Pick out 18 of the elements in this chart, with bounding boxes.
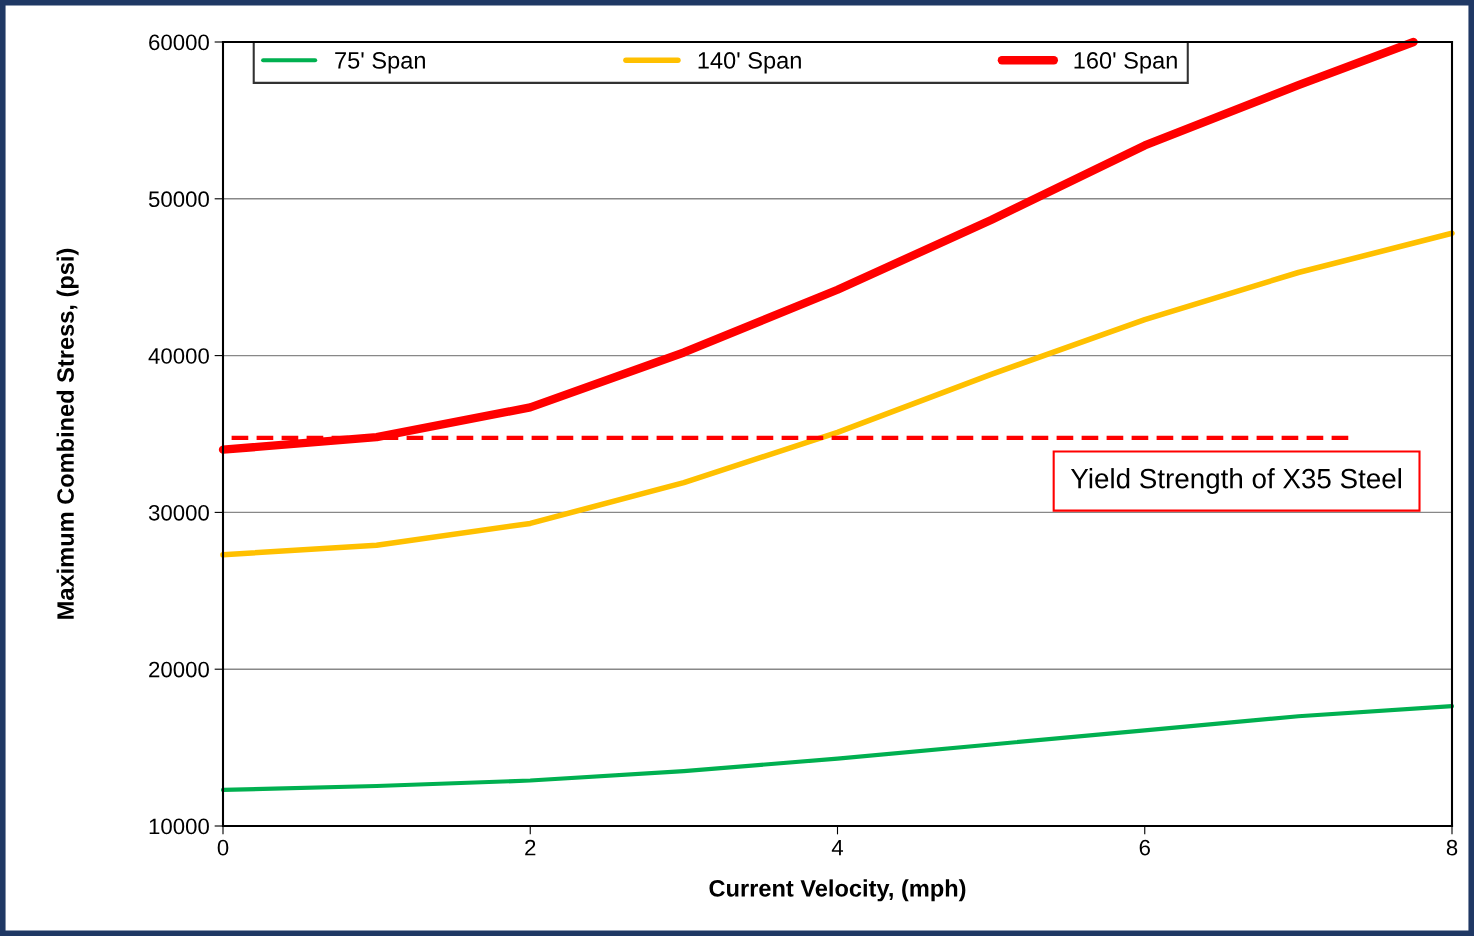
x-tick-label: 0 (217, 839, 229, 856)
y-axis-title: Maximum Combined Stress, (psi) (56, 248, 79, 619)
ref-line-label: Yield Strength of X35 Steel (1070, 468, 1401, 494)
y-tick-label: 20000 (149, 661, 209, 678)
y-tick-label: 60000 (149, 34, 209, 51)
y-tick-label: 40000 (148, 348, 209, 364)
line-series (220, 703, 1455, 793)
y-tick-label: 30000 (148, 504, 209, 521)
x-tick-label: 2 (525, 839, 536, 856)
x-tick-label: 8 (1446, 839, 1458, 856)
legend-label: 160' Span (1074, 52, 1177, 74)
x-tick-label: 4 (831, 840, 844, 856)
y-tick-label: 50000 (148, 191, 209, 208)
x-axis-title: Current Velocity, (mph) (709, 879, 966, 902)
y-tick-label: 10000 (149, 818, 209, 835)
x-tick-label: 6 (1139, 839, 1150, 856)
legend-label: 75' Span (335, 52, 425, 74)
legend-label: 140' Span (698, 52, 801, 74)
